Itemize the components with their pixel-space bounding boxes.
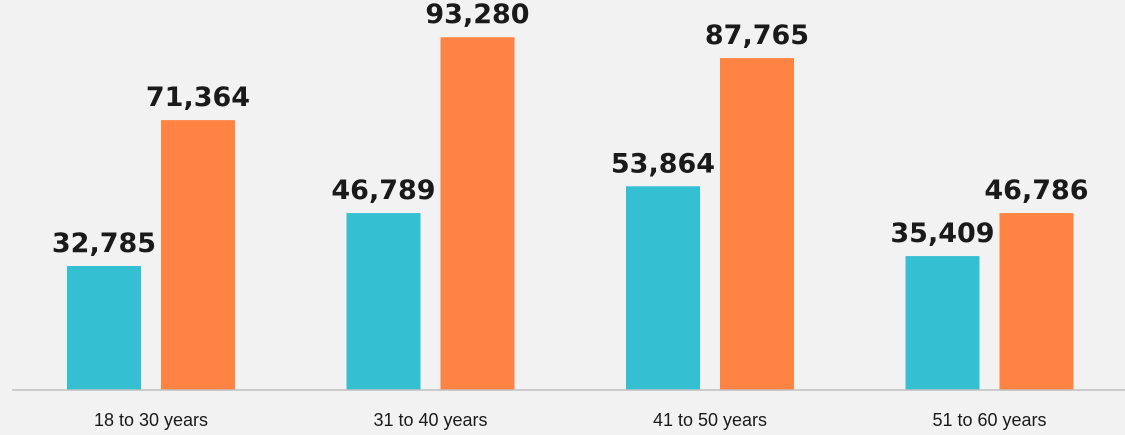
bar-series-2-1	[161, 120, 235, 390]
data-label-series-2-1: 71,364	[146, 82, 250, 113]
data-label-series-2-3: 87,765	[705, 20, 809, 51]
data-label-series-1-2: 46,789	[331, 175, 435, 206]
bar-series-1-4	[905, 256, 980, 390]
data-label-series-1-3: 53,864	[611, 148, 715, 179]
bar-series-1-2	[346, 213, 421, 390]
data-label-series-1-1: 32,785	[52, 228, 156, 259]
bar-series-1-1	[67, 266, 141, 390]
data-label-series-2-4: 46,786	[984, 175, 1088, 206]
bar-series-1-3	[626, 186, 700, 390]
bar-series-2-3	[720, 58, 794, 390]
category-label-1: 18 to 30 years	[94, 410, 208, 430]
category-label-4: 51 to 60 years	[932, 410, 1046, 430]
category-label-2: 31 to 40 years	[373, 410, 487, 430]
category-label-3: 41 to 50 years	[653, 410, 767, 430]
value-labels-group: 32,785 71,364 46,789 93,280 53,864 87,765 35,4…	[52, 0, 1089, 259]
bar-series-2-4	[999, 213, 1074, 390]
data-label-series-2-2: 93,280	[425, 0, 529, 30]
bars-group	[67, 37, 1074, 390]
data-label-series-1-4: 35,409	[890, 218, 994, 249]
category-labels-group: 18 to 30 years 31 to 40 years 41 to 50 yea…	[94, 410, 1047, 430]
bar-series-2-2	[440, 37, 515, 390]
